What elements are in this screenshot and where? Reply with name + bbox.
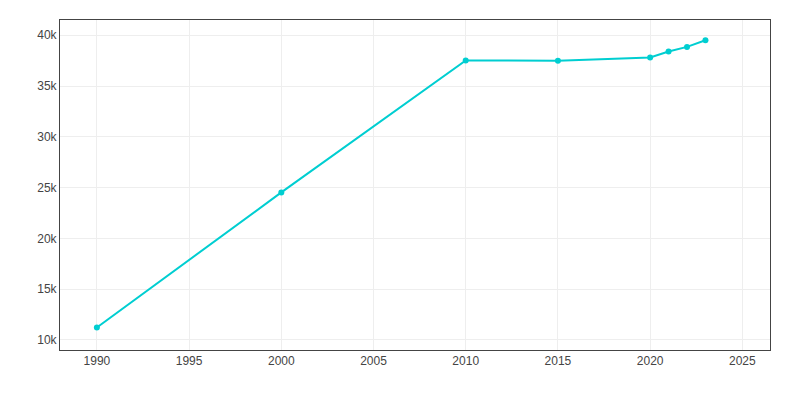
svg-text:35k: 35k — [37, 79, 57, 93]
svg-text:10k: 10k — [37, 333, 57, 347]
svg-text:25k: 25k — [37, 181, 57, 195]
svg-text:2000: 2000 — [268, 354, 295, 368]
svg-text:30k: 30k — [37, 130, 57, 144]
svg-text:40k: 40k — [37, 28, 57, 42]
svg-text:15k: 15k — [37, 282, 57, 296]
svg-text:2020: 2020 — [637, 354, 664, 368]
svg-text:2025: 2025 — [729, 354, 756, 368]
svg-text:2015: 2015 — [545, 354, 572, 368]
svg-text:20k: 20k — [37, 232, 57, 246]
svg-text:2005: 2005 — [360, 354, 387, 368]
svg-text:1995: 1995 — [176, 354, 203, 368]
svg-text:1990: 1990 — [84, 354, 111, 368]
svg-text:2010: 2010 — [452, 354, 479, 368]
